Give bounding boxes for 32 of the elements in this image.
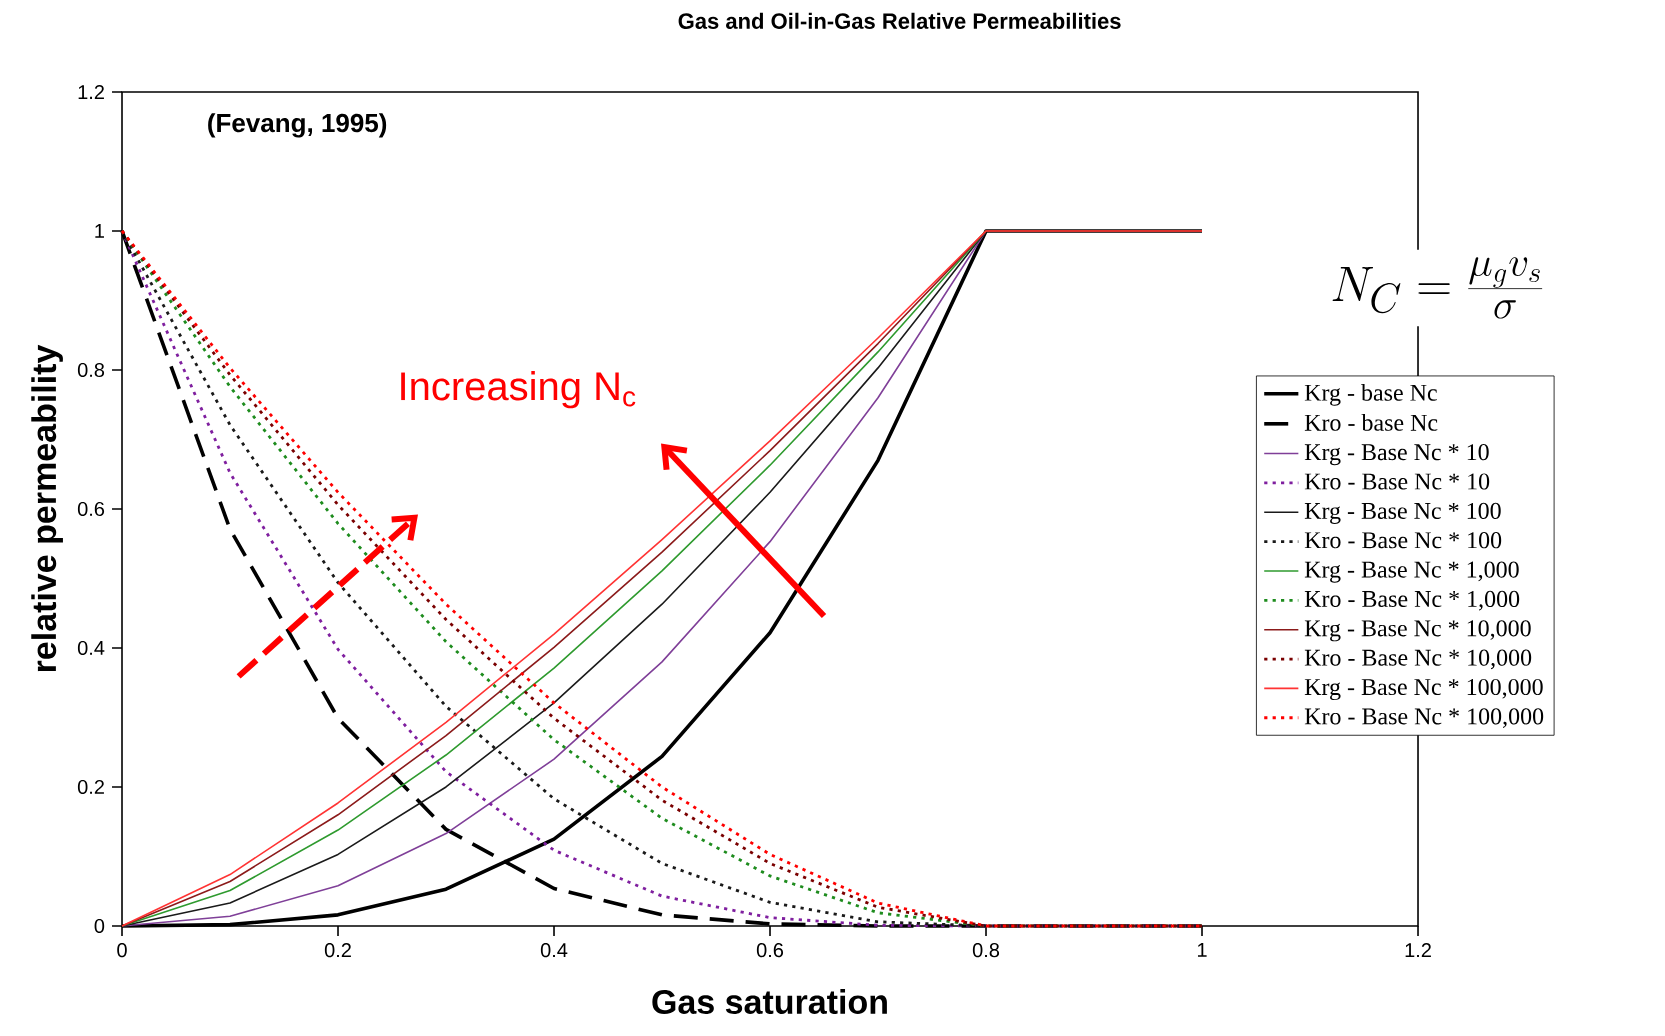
y-tick-label: 0.6	[77, 501, 105, 517]
x-tick-label: 1.2	[1405, 943, 1431, 958]
legend-label: Kro - Base Nc * 10,000	[1304, 649, 1532, 670]
y-tick-label: 0.4	[77, 640, 105, 656]
annotation: Increasing N$_{c}$	[401, 371, 636, 409]
legend-label: Krg - Base Nc * 100,000	[1304, 678, 1543, 701]
legend-label: Kro - Base Nc * 100	[1304, 532, 1502, 549]
y-tick-label: 0	[94, 918, 105, 934]
legend-label: Krg - Base Nc * 10,000	[1304, 620, 1531, 642]
y-tick-label: 1	[95, 224, 104, 238]
legend-label: Krg - Base Nc * 10	[1304, 444, 1489, 466]
x-tick-label: 0.6	[756, 943, 784, 958]
annotation: (Fevang, 1995)	[208, 113, 387, 138]
legend-label: Kro - base Nc	[1304, 413, 1438, 431]
x-tick-label: 0	[117, 943, 127, 958]
y-tick-label: 0.8	[77, 362, 105, 378]
legend-label: Krg - Base Nc * 100	[1304, 502, 1501, 524]
x-tick-label: 0.2	[324, 943, 351, 958]
legend-label: Kro - Base Nc * 10	[1304, 473, 1490, 490]
legend-label: Kro - Base Nc * 100,000	[1304, 708, 1544, 728]
y-axis-title: relative permeability	[31, 344, 63, 672]
legend-label: Kro - Base Nc * 1,000	[1304, 590, 1520, 611]
x-tick-label: 0.8	[972, 943, 1000, 958]
annotation: $N_{C} = \frac{\mu_{g} v_{s}}{\sigma}$	[1332, 257, 1543, 319]
y-tick-label: 0.2	[77, 779, 104, 795]
y-tick-label: 1.2	[78, 85, 104, 99]
chart-title: Gas and Oil-in-Gas Relative Permeabilities	[678, 12, 1121, 29]
x-tick-label: 1	[1197, 943, 1207, 957]
x-axis-title: Gas saturation	[652, 989, 887, 1015]
x-tick-label: 0.4	[540, 943, 568, 958]
legend-label: Krg - Base Nc * 1,000	[1304, 561, 1519, 583]
legend-label: Krg - base Nc	[1304, 383, 1437, 406]
